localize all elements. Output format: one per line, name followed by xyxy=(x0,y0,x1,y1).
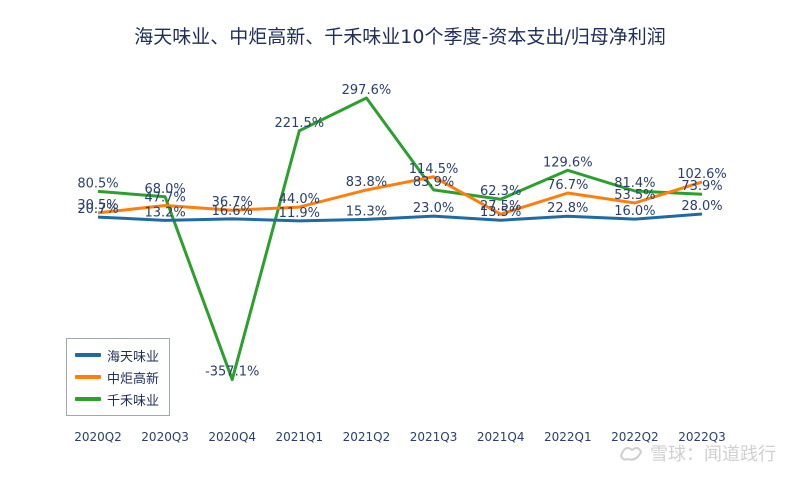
watermark-text: 雪球：闻道践行 xyxy=(650,444,776,465)
data-label-zhongju: 76.7% xyxy=(547,178,588,193)
data-label-qianhe: 73.9% xyxy=(681,179,722,194)
data-label-qianhe: 297.6% xyxy=(342,83,392,98)
data-label-haitian: 15.3% xyxy=(346,204,387,219)
data-label-zhongju: 44.0% xyxy=(279,192,320,207)
data-label-qianhe: 221.5% xyxy=(275,116,325,131)
legend-label-qianhe: 千禾味业 xyxy=(107,393,160,409)
data-label-zhongju: 36.7% xyxy=(212,195,253,210)
legend-swatch-qianhe xyxy=(75,397,101,401)
data-label-haitian: 28.0% xyxy=(681,199,722,214)
data-label-zhongju: 83.8% xyxy=(346,175,387,190)
x-tick-label: 2021Q4 xyxy=(477,430,525,444)
legend-swatch-haitian xyxy=(75,353,101,357)
legend: 海天味业 中炬高新 千禾味业 xyxy=(66,338,170,416)
x-tick-label: 2022Q3 xyxy=(678,430,726,444)
legend-label-haitian: 海天味业 xyxy=(107,349,160,365)
data-label-qianhe: 62.3% xyxy=(480,184,521,199)
data-label-haitian: 16.0% xyxy=(614,204,655,219)
data-label-haitian: 23.0% xyxy=(413,201,454,216)
series-line-haitian xyxy=(97,212,703,223)
x-tick-label: 2021Q3 xyxy=(410,430,458,444)
data-label-qianhe: 80.5% xyxy=(77,176,118,191)
x-tick-label: 2020Q3 xyxy=(141,430,189,444)
legend-item-zhongju: 中炬高新 xyxy=(75,367,159,387)
data-label-qianhe: 81.4% xyxy=(614,176,655,191)
data-label-zhongju: 30.5% xyxy=(77,198,118,213)
data-label-qianhe: -357.1% xyxy=(205,365,259,380)
x-tick-label: 2022Q1 xyxy=(544,430,592,444)
x-axis-ticks: 2020Q2 2020Q3 2020Q4 2021Q1 2021Q2 2021Q3 2021… xyxy=(74,430,726,444)
data-label-haitian: 20.7% xyxy=(77,202,118,217)
data-label-zhongju: 102.6% xyxy=(677,167,727,182)
x-tick-label: 2020Q4 xyxy=(208,430,256,444)
x-tick-label: 2020Q2 xyxy=(74,430,122,444)
legend-swatch-zhongju xyxy=(75,375,101,379)
data-label-qianhe: 83.9% xyxy=(413,175,454,190)
data-label-zhongju: 53.5% xyxy=(614,188,655,203)
data-label-zhongju: 114.5% xyxy=(409,162,459,177)
data-label-zhongju: 27.5% xyxy=(480,199,521,214)
series-line-zhongju xyxy=(97,175,703,216)
data-label-haitian: 16.6% xyxy=(212,204,253,219)
data-label-qianhe: 129.6% xyxy=(543,155,593,170)
data-label-zhongju: 47.7% xyxy=(144,190,185,205)
legend-item-haitian: 海天味业 xyxy=(75,345,159,365)
data-label-haitian: 22.8% xyxy=(547,201,588,216)
data-label-haitian: 13.2% xyxy=(144,205,185,220)
legend-label-zhongju: 中炬高新 xyxy=(107,371,160,387)
chart-title: 海天味业、中炬高新、千禾味业10个季度-资本支出/归母净利润 xyxy=(134,26,666,48)
data-label-haitian: 11.9% xyxy=(279,206,320,221)
data-labels: 20.7% 13.2% 16.6% 11.9% 15.3% 23.0% 13.5% 22.8%… xyxy=(77,83,726,380)
series-line-qianhe xyxy=(97,96,703,382)
x-tick-label: 2022Q2 xyxy=(611,430,659,444)
watermark: 雪球：闻道践行 xyxy=(618,440,776,466)
x-tick-label: 2021Q2 xyxy=(343,430,391,444)
snowball-logo-icon xyxy=(619,446,643,461)
legend-item-qianhe: 千禾味业 xyxy=(75,389,159,409)
data-label-haitian: 13.5% xyxy=(480,205,521,220)
series-lines xyxy=(97,96,703,382)
x-tick-label: 2021Q1 xyxy=(276,430,324,444)
data-label-qianhe: 68.0% xyxy=(144,182,185,197)
